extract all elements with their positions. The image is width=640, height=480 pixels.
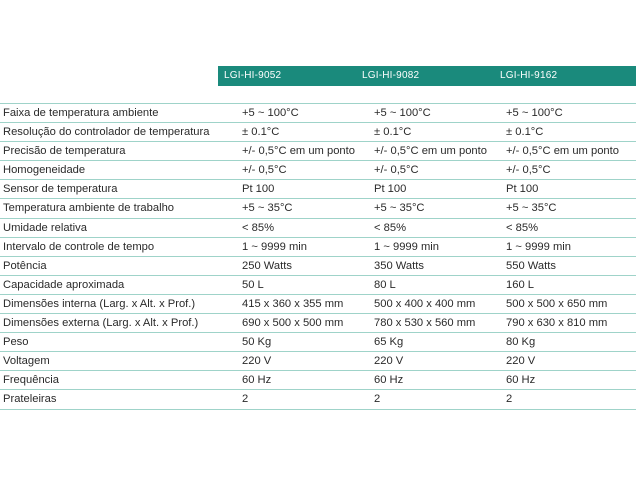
row-value-model-3: 160 L xyxy=(506,278,534,291)
row-value-model-1: 50 L xyxy=(242,278,264,291)
row-label: Dimensões interna (Larg. x Alt. x Prof.) xyxy=(3,297,196,310)
table-body: Faixa de temperatura ambiente +5 ~ 100°C +… xyxy=(0,104,636,410)
row-value-model-1: ± 0.1°C xyxy=(242,126,280,139)
row-value-model-3: 80 Kg xyxy=(506,336,536,349)
table-row: Homogeneidade +/- 0,5°C +/- 0,5°C +/- 0,5°C xyxy=(0,161,636,181)
row-value-model-2: 60 Hz xyxy=(374,374,404,387)
table-row: Sensor de temperatura Pt 100 Pt 100 Pt 100 xyxy=(0,180,636,200)
row-value-model-3: 500 x 500 x 650 mm xyxy=(506,297,608,310)
row-value-model-3: Pt 100 xyxy=(506,183,539,196)
row-value-model-2: +/- 0,5°C em um ponto xyxy=(374,145,487,158)
row-value-model-1: 60 Hz xyxy=(242,374,272,387)
row-value-model-2: +5 ~ 35°C xyxy=(374,202,425,215)
row-label: Dimensões externa (Larg. x Alt. x Prof.) xyxy=(3,317,199,330)
row-value-model-3: +/- 0,5°C xyxy=(506,164,551,177)
row-value-model-1: Pt 100 xyxy=(242,183,275,196)
table-row: Frequência 60 Hz 60 Hz 60 Hz xyxy=(0,371,636,391)
row-label: Prateleiras xyxy=(3,393,57,406)
row-value-model-3: 2 xyxy=(506,393,513,406)
row-value-model-1: 250 Watts xyxy=(242,259,292,272)
row-value-model-1: 1 ~ 9999 min xyxy=(242,240,307,253)
row-value-model-1: 220 V xyxy=(242,355,272,368)
row-label: Voltagem xyxy=(3,355,50,368)
row-label: Peso xyxy=(3,336,29,349)
row-value-model-3: 550 Watts xyxy=(506,259,556,272)
row-value-model-2: +5 ~ 100°C xyxy=(374,107,431,119)
model-header-3: LGI-HI-9162 xyxy=(494,66,636,86)
table-row: Faixa de temperatura ambiente +5 ~ 100°C +… xyxy=(0,104,636,124)
row-value-model-3: 790 x 630 x 810 mm xyxy=(506,317,608,330)
row-value-model-1: +5 ~ 35°C xyxy=(242,202,293,215)
row-label: Umidade relativa xyxy=(3,221,87,234)
row-label: Temperatura ambiente de trabalho xyxy=(3,202,175,215)
row-value-model-3: 220 V xyxy=(506,355,536,368)
row-value-model-3: +5 ~ 35°C xyxy=(506,202,557,215)
model-header-2: LGI-HI-9082 xyxy=(356,66,494,86)
row-label: Precisão de temperatura xyxy=(3,145,126,158)
row-value-model-1: +/- 0,5°C xyxy=(242,164,287,177)
table-row: Dimensões interna (Larg. x Alt. x Prof.)… xyxy=(0,295,636,315)
row-label: Faixa de temperatura ambiente xyxy=(3,107,159,119)
row-label: Potência xyxy=(3,259,47,272)
row-value-model-2: < 85% xyxy=(374,221,407,234)
row-value-model-2: 2 xyxy=(374,393,381,406)
row-value-model-2: 350 Watts xyxy=(374,259,424,272)
table-row: Umidade relativa < 85% < 85% < 85% xyxy=(0,219,636,238)
row-value-model-2: 80 L xyxy=(374,278,396,291)
table-row: Temperatura ambiente de trabalho +5 ~ 35°… xyxy=(0,199,636,219)
header-spacer-row xyxy=(0,86,636,104)
row-value-model-1: 690 x 500 x 500 mm xyxy=(242,317,344,330)
row-value-model-3: 60 Hz xyxy=(506,374,536,387)
row-value-model-2: 780 x 530 x 560 mm xyxy=(374,317,476,330)
table-header: LGI-HI-9052 LGI-HI-9082 LGI-HI-9162 xyxy=(0,66,636,86)
row-value-model-2: +/- 0,5°C xyxy=(374,164,419,177)
row-label: Capacidade aproximada xyxy=(3,278,125,291)
row-value-model-1: +5 ~ 100°C xyxy=(242,107,299,119)
row-value-model-3: +5 ~ 100°C xyxy=(506,107,563,119)
row-value-model-1: 50 Kg xyxy=(242,336,272,349)
row-value-model-2: 220 V xyxy=(374,355,404,368)
table-row: Resolução do controlador de temperatura ±… xyxy=(0,123,636,143)
row-label: Sensor de temperatura xyxy=(3,183,118,196)
row-label: Intervalo de controle de tempo xyxy=(3,240,155,253)
row-value-model-3: < 85% xyxy=(506,221,539,234)
table-row: Peso 50 Kg 65 Kg 80 Kg xyxy=(0,333,636,353)
table-row: Intervalo de controle de tempo 1 ~ 9999 m… xyxy=(0,238,636,257)
row-value-model-2: ± 0.1°C xyxy=(374,126,412,139)
spec-table: LGI-HI-9052 LGI-HI-9082 LGI-HI-9162 Faix… xyxy=(0,66,636,410)
table-row: Dimensões externa (Larg. x Alt. x Prof.)… xyxy=(0,314,636,334)
row-value-model-3: ± 0.1°C xyxy=(506,126,544,139)
table-row: Capacidade aproximada 50 L 80 L 160 L xyxy=(0,276,636,295)
table-row: Prateleiras 2 2 2 xyxy=(0,390,636,410)
row-value-model-2: 65 Kg xyxy=(374,336,404,349)
row-value-model-2: 500 x 400 x 400 mm xyxy=(374,297,476,310)
row-value-model-2: 1 ~ 9999 min xyxy=(374,240,439,253)
row-value-model-2: Pt 100 xyxy=(374,183,407,196)
table-row: Potência 250 Watts 350 Watts 550 Watts xyxy=(0,257,636,276)
row-value-model-3: +/- 0,5°C em um ponto xyxy=(506,145,619,158)
row-value-model-1: < 85% xyxy=(242,221,275,234)
header-blank-cell xyxy=(0,66,218,86)
row-label: Resolução do controlador de temperatura xyxy=(3,126,210,139)
table-row: Voltagem 220 V 220 V 220 V xyxy=(0,352,636,372)
row-value-model-3: 1 ~ 9999 min xyxy=(506,240,571,253)
row-label: Frequência xyxy=(3,374,59,387)
table-row: Precisão de temperatura +/- 0,5°C em um p… xyxy=(0,142,636,162)
row-value-model-1: 2 xyxy=(242,393,249,406)
row-label: Homogeneidade xyxy=(3,164,86,177)
model-header-1: LGI-HI-9052 xyxy=(218,66,356,86)
row-value-model-1: 415 x 360 x 355 mm xyxy=(242,297,344,310)
row-value-model-1: +/- 0,5°C em um ponto xyxy=(242,145,355,158)
